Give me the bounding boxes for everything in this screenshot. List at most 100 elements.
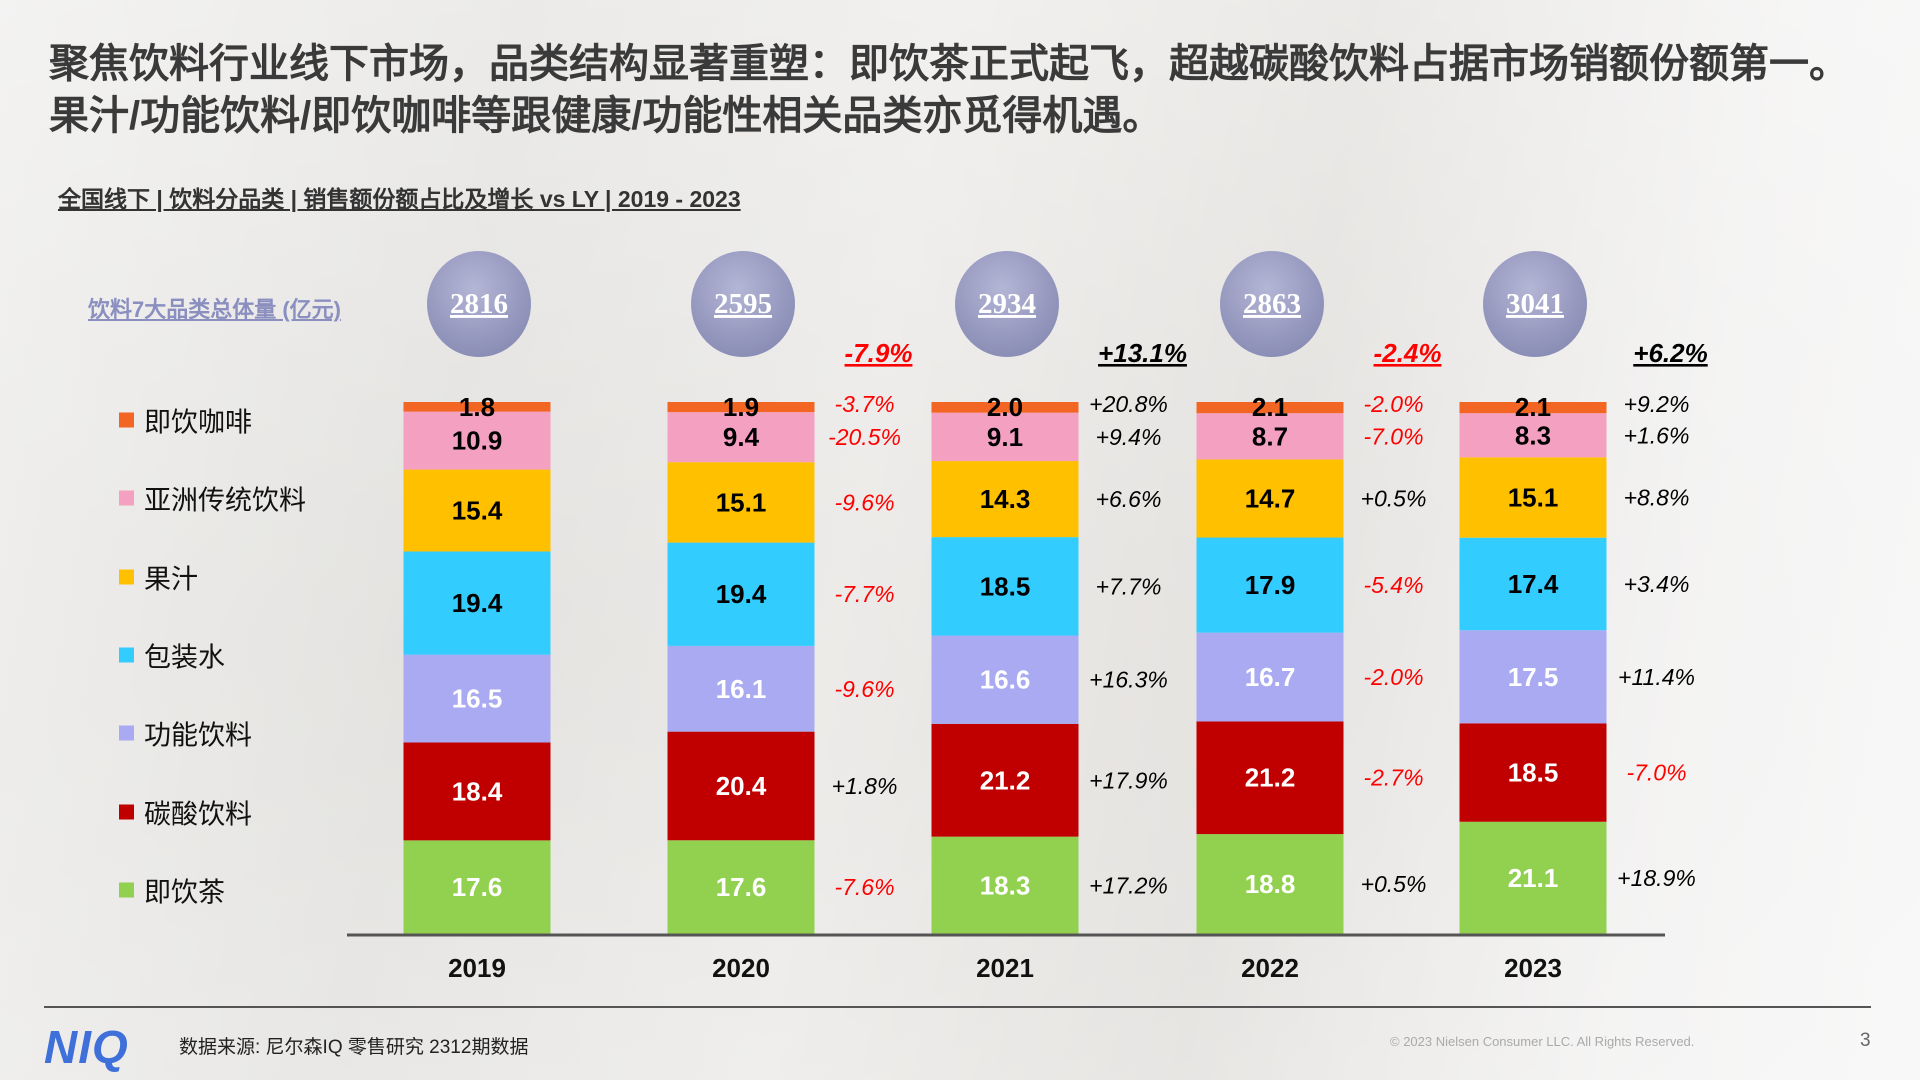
data-label: 20.4 <box>716 771 767 801</box>
growth-label: -7.0% <box>1626 760 1686 786</box>
legend-swatch <box>119 804 134 820</box>
legend-item: 碳酸饮料 <box>119 793 252 832</box>
x-tick-label: 2020 <box>712 953 770 983</box>
bar-segment <box>667 731 815 841</box>
data-source: 数据来源: 尼尔森IQ 零售研究 2312期数据 <box>179 1037 529 1058</box>
bar-segment <box>667 645 815 732</box>
bar-segment <box>1459 457 1607 538</box>
data-label: 16.6 <box>980 665 1031 695</box>
x-tick-label: 2019 <box>448 953 506 983</box>
total-circle <box>1220 251 1324 357</box>
legend-item: 即饮茶 <box>119 871 225 910</box>
data-label: 2.1 <box>1515 392 1551 422</box>
bar-segment <box>1459 537 1607 631</box>
niq-logo: NIQ <box>44 1021 129 1073</box>
data-label: 17.6 <box>716 872 767 902</box>
legend-swatch <box>119 882 134 898</box>
total-volume-label: 饮料7大品类总体量 (亿元) <box>88 297 342 322</box>
growth-label: +1.6% <box>1624 422 1690 448</box>
total-circle <box>427 251 531 357</box>
growth-label: +9.2% <box>1624 391 1690 417</box>
legend-swatch <box>119 490 134 506</box>
bar-segment <box>1196 537 1344 633</box>
legend-swatch <box>119 725 134 741</box>
legend-label: 亚洲传统饮料 <box>144 485 306 516</box>
data-label: 17.5 <box>1508 662 1559 692</box>
x-tick-label: 2023 <box>1504 953 1562 983</box>
bar-segment <box>931 537 1079 636</box>
bar-segment <box>667 412 815 463</box>
bar-segment <box>931 402 1079 413</box>
growth-label: +17.9% <box>1089 767 1168 793</box>
legend-label: 包装水 <box>144 642 225 673</box>
bar-segment <box>1196 459 1344 538</box>
growth-label: +0.5% <box>1361 485 1427 511</box>
legend-item: 亚洲传统饮料 <box>119 479 306 518</box>
data-label: 14.7 <box>1245 483 1296 513</box>
growth-label: +3.4% <box>1624 571 1690 597</box>
data-label: 16.1 <box>716 674 767 704</box>
data-label: 15.1 <box>716 487 767 517</box>
data-label: 21.1 <box>1508 863 1559 893</box>
growth-label: +11.4% <box>1618 664 1695 690</box>
data-label: 14.3 <box>980 484 1031 514</box>
bar-segment <box>667 402 815 413</box>
bar-segment <box>931 461 1079 538</box>
page-title: 聚焦饮料行业线下市场，品类结构显著重塑：即饮茶正式起飞，超越碳酸饮料占据市场销额… <box>49 42 1849 138</box>
copyright: © 2023 Nielsen Consumer LLC. All Rights … <box>1390 1034 1695 1049</box>
total-growth: -7.9% <box>845 338 913 368</box>
bar-segment <box>1196 834 1344 934</box>
growth-label: -7.0% <box>1363 423 1423 449</box>
legend-swatch <box>119 412 134 428</box>
data-label: 2.1 <box>1252 392 1288 422</box>
data-label: 21.2 <box>980 765 1031 795</box>
data-label: 16.7 <box>1245 662 1296 692</box>
growth-label: -2.0% <box>1363 664 1423 690</box>
data-label: 21.2 <box>1245 763 1296 793</box>
data-label: 18.5 <box>1508 758 1559 788</box>
data-label: 17.6 <box>452 872 503 902</box>
bar-segment <box>403 551 551 655</box>
growth-label: -2.0% <box>1363 391 1423 417</box>
total-value: 2934 <box>978 288 1036 320</box>
legend-label: 即饮咖啡 <box>144 407 252 438</box>
growth-label: -9.6% <box>834 489 894 515</box>
data-label: 16.5 <box>452 684 503 714</box>
growth-label: +6.6% <box>1096 486 1162 512</box>
data-label: 19.4 <box>716 579 767 609</box>
bar-segment <box>1459 723 1607 822</box>
data-label: 1.9 <box>723 392 759 422</box>
chart-subtitle: 全国线下 | 饮料分品类 | 销售额份额占比及增长 vs LY | 2019 -… <box>58 186 741 212</box>
x-tick-label: 2022 <box>1241 953 1299 983</box>
growth-label: +16.3% <box>1089 667 1168 693</box>
data-label: 17.9 <box>1245 570 1296 600</box>
total-growth: -2.4% <box>1374 338 1442 368</box>
data-label: 1.8 <box>459 392 495 422</box>
bar-segment <box>1459 630 1607 724</box>
growth-label: +7.7% <box>1096 573 1162 599</box>
data-label: 18.8 <box>1245 869 1296 899</box>
bar-segment <box>931 635 1079 724</box>
data-label: 8.3 <box>1515 420 1551 450</box>
footer-divider <box>44 1006 1871 1008</box>
legend-item: 包装水 <box>119 636 225 675</box>
bar-segment <box>667 840 815 934</box>
growth-label: -9.6% <box>834 676 894 702</box>
bar-segment <box>1459 821 1607 934</box>
bar-segment <box>403 654 551 743</box>
data-label: 18.3 <box>980 870 1031 900</box>
legend-item: 即饮咖啡 <box>119 401 252 440</box>
data-label: 9.4 <box>723 422 760 452</box>
legend-label: 即饮茶 <box>144 877 225 908</box>
total-circle <box>955 251 1059 357</box>
total-value: 2816 <box>450 288 508 320</box>
bar-segment <box>667 462 815 543</box>
data-label: 10.9 <box>452 426 503 456</box>
growth-label: +0.5% <box>1361 871 1427 897</box>
total-growth: +13.1% <box>1098 338 1187 368</box>
data-label: 8.7 <box>1252 421 1288 451</box>
growth-label: -5.4% <box>1363 572 1423 598</box>
bar-segment <box>1196 632 1344 722</box>
data-label: 19.4 <box>452 588 503 618</box>
